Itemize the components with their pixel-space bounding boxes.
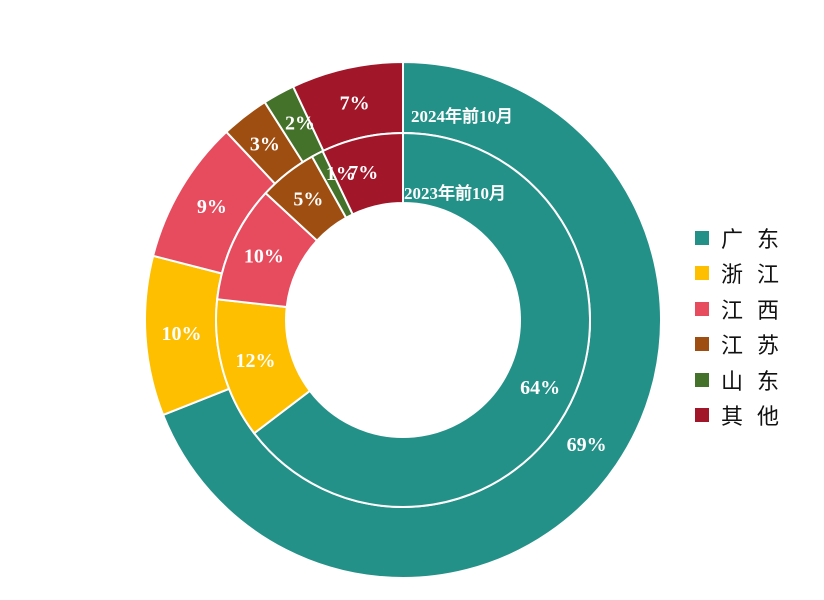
legend-label: 江西 [721, 298, 794, 324]
data-label: 9% [197, 196, 227, 218]
legend-label: 浙江 [721, 263, 794, 289]
legend-item: 江西 [695, 291, 793, 327]
data-label: 12% [236, 350, 276, 372]
legend-item: 其他 [695, 398, 793, 434]
slice-inner-0 [252, 131, 591, 508]
legend-swatch [695, 230, 709, 245]
legend: 广东浙江江西江苏山东其他 [695, 220, 793, 433]
legend-swatch [695, 337, 709, 352]
legend-item: 浙江 [695, 256, 793, 292]
legend-label: 其他 [721, 405, 794, 431]
legend-swatch [695, 408, 709, 423]
data-label: 64% [520, 377, 560, 399]
legend-swatch [695, 266, 709, 281]
series-label: 2024年前10月 [411, 106, 513, 126]
slice-inner-5 [321, 131, 404, 216]
data-label: 2% [285, 112, 315, 134]
data-label: 7% [348, 162, 378, 184]
data-label: 5% [293, 189, 323, 211]
data-label: 69% [567, 434, 607, 456]
legend-swatch [695, 301, 709, 316]
legend-item: 山东 [695, 362, 793, 398]
data-label: 3% [250, 134, 280, 156]
data-label: 1% [326, 163, 356, 185]
data-label: 7% [340, 92, 370, 114]
data-label: 10% [161, 323, 201, 345]
data-label: 10% [244, 245, 284, 267]
legend-swatch [695, 372, 709, 387]
legend-label: 广东 [721, 227, 794, 253]
legend-label: 江苏 [721, 334, 794, 360]
legend-item: 广东 [695, 220, 793, 256]
series-label: 2023年前10月 [404, 183, 506, 203]
legend-label: 山东 [721, 369, 794, 395]
legend-item: 江苏 [695, 327, 793, 363]
